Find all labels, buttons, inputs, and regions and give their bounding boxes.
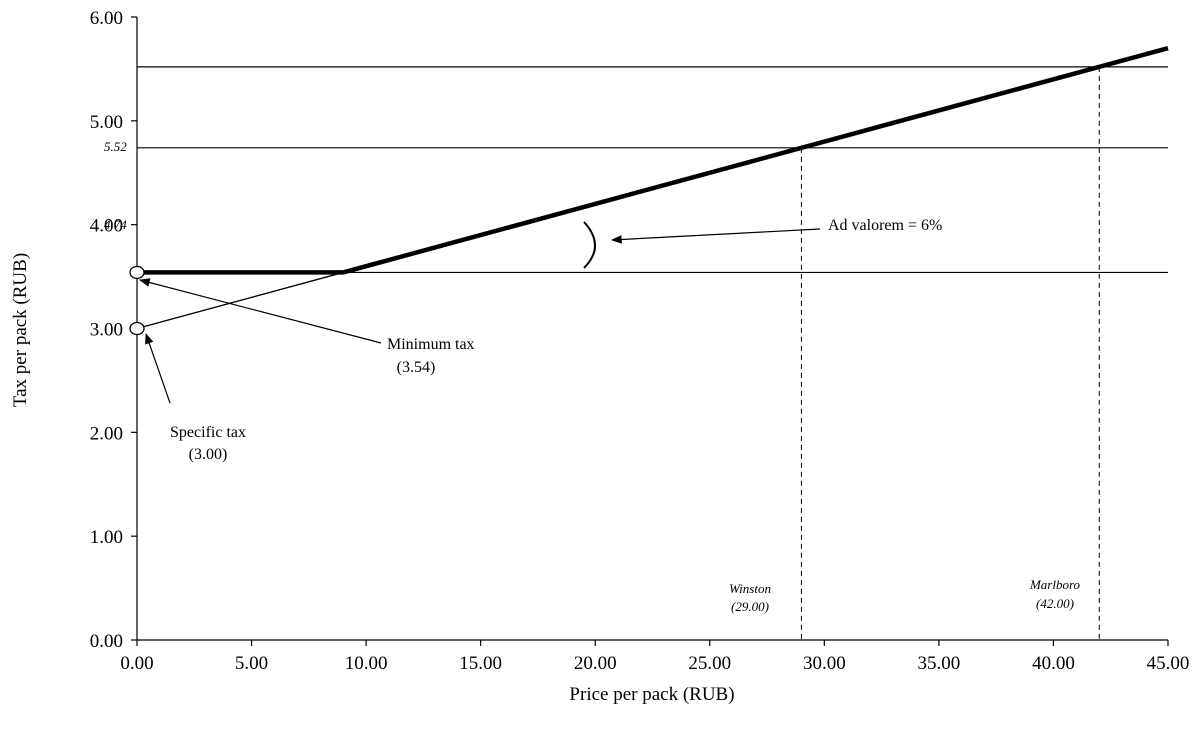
specific-tax-arrow	[145, 332, 171, 404]
x-tick-label: 35.00	[918, 653, 961, 674]
x-tick-label: 45.00	[1147, 653, 1190, 674]
specific-tax-value: (3.00)	[189, 446, 228, 463]
x-tick-label: 20.00	[574, 653, 617, 674]
specific-tax-label: Specific tax	[170, 424, 246, 441]
marlboro-label: Marlboro	[1029, 577, 1081, 592]
y-tick-label: 5.00	[90, 112, 123, 133]
y-axis-title: Tax per pack (RUB)	[10, 253, 31, 407]
winston-label: Winston	[729, 581, 771, 596]
y-marker-label-4-74: 4.74	[104, 217, 127, 232]
reference-lines	[137, 66, 1168, 640]
x-tick-label: 15.00	[459, 653, 502, 674]
y-tick-label: 0.00	[90, 631, 123, 652]
specific-tax-line	[136, 271, 344, 330]
y-marker-label-5-52: 5.52	[104, 139, 127, 154]
x-tick-label: 25.00	[688, 653, 731, 674]
marlboro-sublabel: (42.00)	[1036, 596, 1074, 611]
minimum-tax-value: (3.54)	[397, 359, 436, 376]
y-tick-label: 2.00	[90, 423, 123, 444]
x-tick-label: 30.00	[803, 653, 846, 674]
y-tick-label: 1.00	[90, 527, 123, 548]
minimum-tax-arrow	[138, 278, 382, 344]
intercept-point	[129, 321, 145, 336]
tick-marks: 0.00 5.00 10.00 15.00 20.00 25.00 30.00 35.00 40…	[90, 8, 1190, 674]
total-tax-line	[137, 45, 1169, 275]
y-tick-label: 6.00	[90, 8, 123, 29]
ad-valorem-angle-arc	[583, 221, 596, 269]
x-tick-label: 10.00	[345, 653, 388, 674]
points	[129, 265, 145, 336]
intercept-point	[129, 265, 145, 280]
x-tick-label: 5.00	[235, 653, 268, 674]
ad-valorem-label: Ad valorem = 6%	[828, 217, 942, 234]
x-axis-title: Price per pack (RUB)	[569, 684, 734, 705]
axes	[136, 17, 1168, 641]
x-tick-label: 40.00	[1032, 653, 1075, 674]
minimum-tax-label: Minimum tax	[387, 336, 475, 353]
series	[136, 45, 1169, 330]
y-tick-label: 4.00	[90, 216, 123, 237]
winston-sublabel: (29.00)	[731, 599, 769, 614]
y-tick-label: 3.00	[90, 320, 123, 341]
ad-valorem-arrow	[610, 228, 821, 244]
x-tick-label: 0.00	[120, 653, 153, 674]
